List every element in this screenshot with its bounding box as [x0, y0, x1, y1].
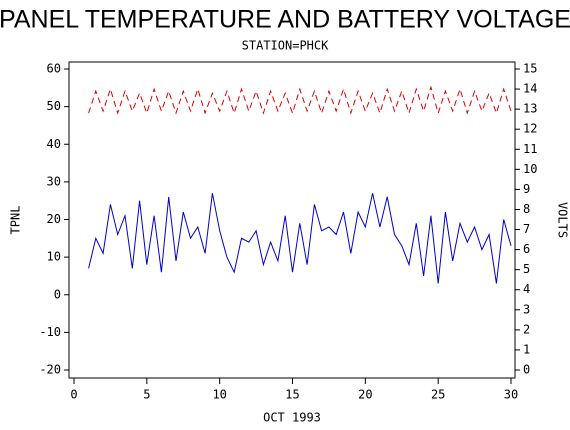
x-axis-label: OCT 1993 — [263, 411, 321, 425]
chart-title: PANEL TEMPERATURE AND BATTERY VOLTAGE — [0, 6, 570, 34]
y2-tick-label: 11 — [523, 142, 537, 156]
data-line — [88, 193, 512, 284]
y2-tick-label: 1 — [523, 342, 530, 356]
x-tick-label: 5 — [143, 388, 150, 402]
plot-frame — [68, 61, 516, 379]
x-tick-label: 15 — [285, 388, 299, 402]
y-tick-label: 10 — [47, 250, 61, 264]
y-tick-label: 20 — [47, 212, 61, 226]
x-tick-label: 20 — [358, 388, 372, 402]
y-tick-label: 50 — [47, 99, 61, 113]
y2-tick-label: 14 — [523, 82, 537, 96]
y-tick-label: -20 — [39, 363, 61, 377]
y2-tick-label: 8 — [523, 202, 530, 216]
y2-tick-label: 13 — [523, 102, 537, 116]
y-axis-label: TPNL — [9, 206, 23, 235]
y2-tick-label: 15 — [523, 62, 537, 76]
chart-subtitle: STATION=PHCK — [242, 39, 329, 53]
x-tick-label: 0 — [70, 388, 77, 402]
y2-tick-label: 9 — [523, 182, 530, 196]
y2-tick-label: 7 — [523, 222, 530, 236]
y2-tick-label: 4 — [523, 282, 530, 296]
x-tick-label: 10 — [212, 388, 226, 402]
y-tick-label: 40 — [47, 137, 61, 151]
y2-axis-label: VOLTS — [556, 202, 570, 238]
x-tick-label: 25 — [431, 388, 445, 402]
y-tick-label: -10 — [39, 325, 61, 339]
y2-tick-label: 0 — [523, 363, 530, 377]
y-tick-label: 60 — [47, 62, 61, 76]
y2-tick-label: 2 — [523, 322, 530, 336]
y2-tick-label: 5 — [523, 262, 530, 276]
x-tick-label: 30 — [504, 388, 518, 402]
y-tick-label: 0 — [54, 287, 61, 301]
y2-tick-label: 3 — [523, 302, 530, 316]
y-tick-label: 30 — [47, 174, 61, 188]
y2-tick-label: 10 — [523, 162, 537, 176]
y2-tick-label: 12 — [523, 122, 537, 136]
data-line — [88, 85, 512, 115]
y2-tick-label: 6 — [523, 242, 530, 256]
